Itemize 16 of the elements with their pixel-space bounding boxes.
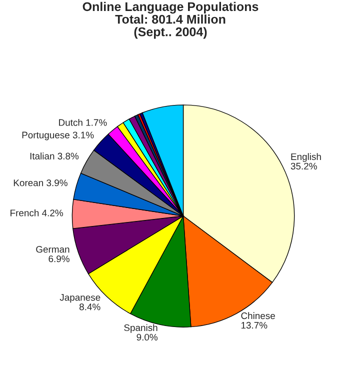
slice-label: Spanish	[124, 324, 158, 333]
slice-label: Japanese	[60, 294, 100, 303]
slice-label: Korean 3.9%	[14, 179, 68, 186]
data-label: 9.0%	[136, 334, 158, 341]
slice-label: Portuguese 3.1%	[22, 132, 94, 140]
slice-label: English	[291, 153, 321, 162]
slice-label: Chinese	[241, 312, 275, 320]
chart-title: Online Language Populations Total: 801.4 Million (Sept.. 2004)	[82, 2, 258, 39]
data-label: 35.2%	[290, 162, 317, 170]
slice-label: German	[36, 246, 70, 253]
data-label: 8.4%	[79, 304, 100, 310]
slice-label: French 4.2%	[10, 209, 63, 216]
slice-label: Italian 3.8%	[30, 152, 79, 160]
data-label: 13.7%	[241, 322, 268, 329]
data-label: 6.9%	[48, 255, 70, 262]
slice-label: Dutch 1.7%	[59, 118, 107, 126]
